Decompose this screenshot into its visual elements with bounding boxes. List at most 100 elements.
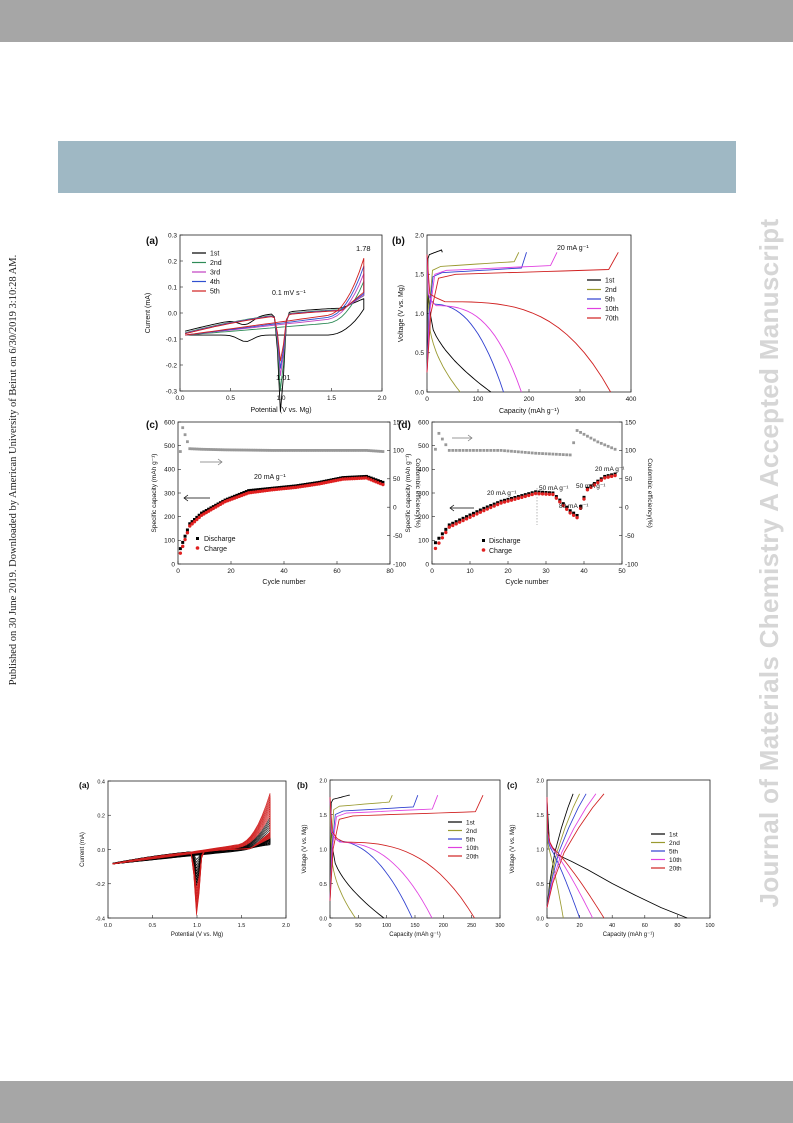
y-tick-label: 200 [418, 514, 429, 521]
fig1d-ce-point [461, 449, 465, 452]
fig1d-charge-point [575, 515, 579, 520]
fig1d-discharge-point [530, 491, 534, 495]
fig1d-ce-point [579, 431, 582, 434]
y-tick-label: 300 [418, 490, 429, 497]
fig1a-legend-entry: 2nd [210, 260, 222, 267]
fig1c-discharge-point [209, 506, 213, 510]
x-tick-label: 20 [577, 923, 583, 929]
fig1c-ce-point [296, 449, 300, 452]
y-tick-label: 0.4 [97, 779, 105, 785]
fig1c-ce-point [313, 449, 317, 452]
fig1d-ce-arrowhead [467, 434, 473, 442]
fig2a-x-axis-label: Potential (V vs. Mg) [171, 932, 223, 938]
fig1c-ce-point [230, 448, 234, 452]
fig1d-ce-point [561, 453, 565, 457]
fig1b-panel-label: (b) [392, 236, 405, 247]
fig1d-ce-point [589, 436, 593, 440]
y-tick-label: 300 [164, 490, 175, 497]
y-tick-label: 2.0 [319, 778, 327, 784]
fig1c-discharge-point [237, 492, 241, 496]
fig1d-charge-point [485, 507, 489, 511]
fig2b-charge-20th [329, 795, 484, 901]
x-tick-label: 250 [467, 923, 476, 929]
fig2b-legend-entry: 10th [466, 845, 479, 852]
fig1d-charge-point [516, 496, 521, 500]
fig1c-ce-point [332, 449, 335, 452]
fig1d-discharge-point [516, 495, 520, 499]
fig1c-discharge-point [247, 489, 251, 493]
fig1d-charge-point [451, 523, 455, 528]
x-tick-label: 0 [545, 923, 548, 929]
fig2b-discharge-5th [329, 797, 413, 919]
fig1d-charge-point [571, 513, 576, 517]
fig1c-rate-annotation: 20 mA g⁻¹ [254, 474, 286, 481]
y-tick-label: -50 [625, 533, 635, 540]
fig1d-discharge-point [572, 511, 576, 515]
x-tick-label: 0.5 [226, 395, 235, 402]
fig1c-ce-point [353, 449, 357, 452]
fig1d-x-axis-label: Cycle number [505, 579, 549, 586]
fig1d-charge-point [578, 506, 583, 511]
fig1c-ce-point [270, 449, 274, 452]
fig1c-ce-point [350, 449, 354, 452]
fig1c-discharge-point [233, 494, 237, 498]
fig1d-charge-point [537, 492, 541, 496]
fig1d-discharge-point [565, 505, 569, 509]
fig1d-charge-point [568, 511, 572, 515]
fig1d-discharge-point [465, 515, 469, 519]
x-tick-label: 0 [425, 396, 429, 403]
fig2b-legend-entry: 5th [466, 837, 475, 844]
fig1c-discharge-point [181, 540, 185, 544]
y-tick-label: 1.5 [536, 813, 544, 819]
fig1c-charge-point [381, 482, 385, 487]
y-tick-label: 0 [425, 561, 429, 568]
fig1d-discharge-point [575, 513, 579, 517]
fig1c-ce-point [254, 448, 258, 452]
fig2a-cv-curve [112, 824, 271, 878]
fig1c-discharge-point [256, 488, 260, 492]
fig1b-legend-entry: 10th [605, 306, 619, 313]
fig2c-charge-10th [546, 793, 597, 908]
fig1c-ce-point [188, 447, 192, 451]
fig1b-current-label: 20 mA g⁻¹ [557, 245, 589, 252]
fig1c-ce-point [381, 450, 385, 453]
fig1c-charge-point [188, 524, 192, 528]
fig1d-charge-point [533, 491, 538, 496]
fig1c-ce-point [284, 449, 288, 452]
y-tick-label: 1.0 [536, 847, 544, 853]
x-tick-label: 50 [618, 568, 626, 575]
fig2a-cv-curve [112, 826, 271, 875]
fig1d-charge-point [520, 495, 524, 500]
fig2b-y-axis-label: Voltage (V vs. Mg) [302, 824, 308, 873]
fig1b-discharge-70th [426, 254, 611, 393]
fig1d-charge-point [509, 498, 514, 502]
fig1c-discharge-point [261, 487, 265, 491]
fig1c-ce-point [211, 448, 215, 451]
fig1c-legend-discharge-marker [196, 537, 199, 540]
fig1c-discharge-point [379, 480, 383, 484]
y-tick-label: 150 [393, 419, 404, 426]
fig1d-charge-point [613, 473, 617, 478]
fig1d-discharge-point [482, 506, 486, 510]
fig1c-discharge-point [242, 491, 246, 495]
fig1c-ce-point [282, 449, 286, 452]
fig1d-ce-point [472, 449, 475, 452]
fig1c-ce-point [277, 449, 281, 452]
fig1c-legend-discharge: Discharge [204, 536, 236, 543]
fig1d-charge-point [554, 496, 559, 500]
x-tick-label: 300 [575, 396, 586, 403]
fig1d-rate-annotation: 50 mA g⁻¹ [576, 483, 606, 490]
y-tick-label: 100 [393, 448, 404, 455]
fig1d-charge-point [606, 475, 610, 479]
fig1d-ce-point [447, 449, 451, 452]
fig1d-ce-point [534, 451, 538, 455]
fig1b-legend-entry: 1st [605, 278, 614, 285]
y-tick-label: 500 [164, 443, 175, 450]
fig1c-ce-point [310, 449, 314, 452]
fig1d-ce-point [530, 451, 534, 455]
fig1d-discharge-point [447, 523, 451, 527]
fig1c-ce-point [294, 449, 298, 452]
fig1c-discharge-point [211, 505, 215, 509]
x-tick-label: 60 [333, 568, 341, 575]
fig1d-charge-point [599, 478, 603, 482]
